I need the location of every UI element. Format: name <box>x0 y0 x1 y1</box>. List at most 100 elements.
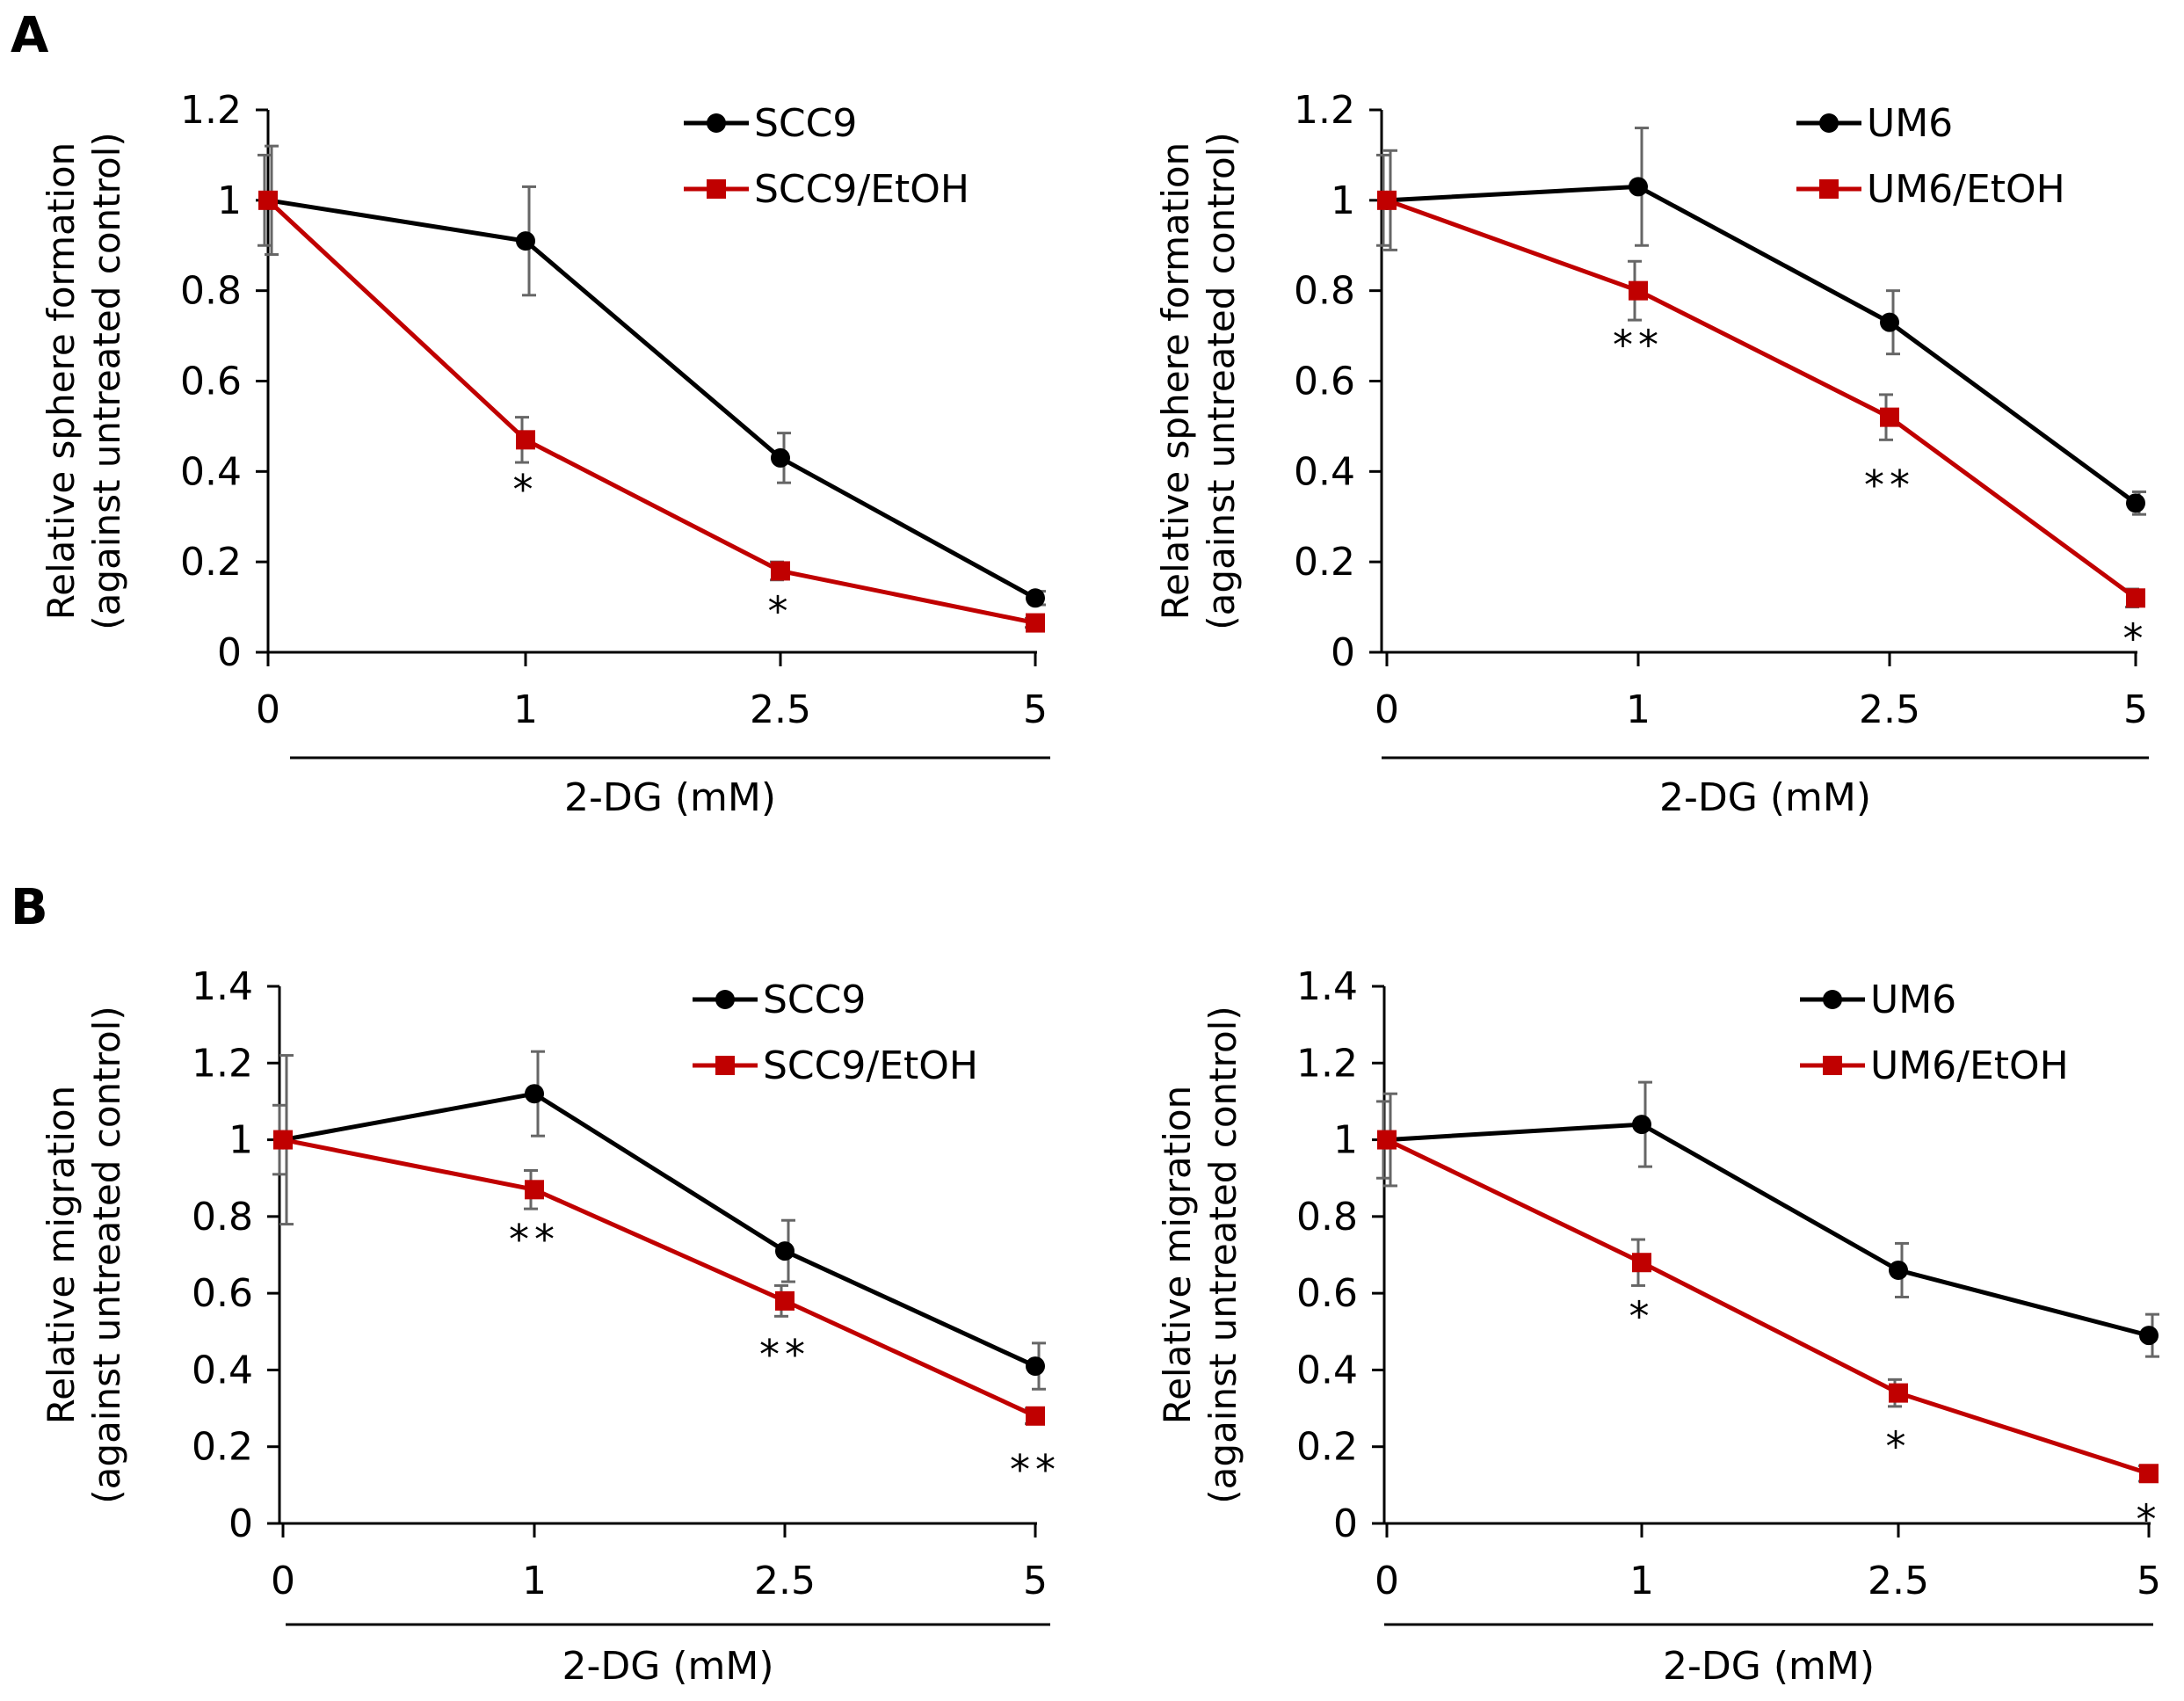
data-point <box>2139 1464 2159 1484</box>
y-axis-label-line2: (against untreated control) <box>85 1006 128 1503</box>
data-point <box>775 1241 795 1261</box>
legend-entry: UM6 <box>1800 978 1956 1022</box>
legend-label: UM6/EtOH <box>1870 1043 2069 1088</box>
y-axis-label-line1: Relative sphere formation <box>40 142 83 620</box>
significance-marker: * <box>1886 1423 1912 1471</box>
y-axis-label-line1: Relative sphere formation <box>1154 142 1197 620</box>
significance-marker: ** <box>759 1331 810 1378</box>
data-point <box>1629 280 1648 301</box>
x-tick-label: 0 <box>1375 1559 1399 1603</box>
y-tick-label: 0.4 <box>192 1348 253 1392</box>
x-axis-label: 2-DG (mM) <box>1659 775 1871 820</box>
x-tick-label: 2.5 <box>750 687 811 732</box>
y-axis-label-line2: (against untreated control) <box>85 132 128 629</box>
data-point <box>273 1130 293 1150</box>
data-point <box>1026 1356 1045 1377</box>
legend-marker <box>1819 113 1839 133</box>
y-tick-label: 0.8 <box>180 269 242 314</box>
significance-marker: * <box>768 588 794 636</box>
y-axis-label-line1: Relative migration <box>1156 1086 1199 1424</box>
y-tick-label: 0.6 <box>180 360 242 404</box>
data-point <box>2139 1326 2159 1346</box>
x-tick-label: 0 <box>1375 687 1399 732</box>
data-point <box>1026 1406 1045 1426</box>
y-tick-label: 0.8 <box>1294 269 1355 314</box>
data-point <box>1880 407 1899 427</box>
series-scc9-etoh <box>272 1103 1045 1426</box>
x-tick-label: 0 <box>256 687 280 732</box>
series-scc9-etoh <box>258 153 1045 633</box>
x-tick-label: 5 <box>1023 1559 1048 1603</box>
legend-entry: UM6 <box>1796 101 1953 146</box>
series-um6-etoh <box>1376 1100 2159 1484</box>
data-point <box>2126 493 2145 513</box>
x-axis-label: 2-DG (mM) <box>1663 1644 1875 1689</box>
x-tick-label: 1 <box>513 687 538 732</box>
data-point <box>258 190 278 210</box>
significance-marker: ** <box>1864 462 1915 509</box>
data-point <box>771 561 790 581</box>
data-point <box>1377 1130 1397 1150</box>
series-line <box>282 1138 1037 1419</box>
legend-marker <box>715 1056 735 1075</box>
data-point <box>1889 1260 1908 1280</box>
series-line <box>267 198 1037 600</box>
data-point <box>516 231 535 251</box>
data-point <box>525 1084 544 1104</box>
x-tick-label: 1 <box>1626 687 1651 732</box>
series-um6 <box>1377 1080 2159 1358</box>
legend-entry: UM6/EtOH <box>1796 167 2065 212</box>
series-um6 <box>1377 127 2146 516</box>
legend-marker <box>1819 179 1839 199</box>
legend-marker <box>707 179 726 199</box>
significance-marker: ** <box>509 1216 560 1263</box>
legend-label: SCC9 <box>754 101 857 146</box>
panel-label-b: B <box>11 879 48 936</box>
legend-entry: SCC9 <box>693 978 866 1022</box>
y-tick-label: 1 <box>229 1118 253 1163</box>
legend-entry: SCC9 <box>684 101 857 146</box>
y-tick-label: 1 <box>217 178 242 223</box>
legend-label: SCC9 <box>763 978 866 1022</box>
chart-4: 0 0.2 0.4 0.6 0.8 1 1.2 1.4 0 1 2.5 5 2-DG (mM) Relat… <box>1156 964 2161 1689</box>
chart-2: 0 0.2 0.4 0.6 0.8 1 1.2 0 1 2.5 5 2-DG (mM) Relative… <box>1154 88 2149 820</box>
legend-entry: UM6/EtOH <box>1800 1043 2069 1088</box>
series-line <box>282 1091 1037 1369</box>
x-tick-label: 2.5 <box>1859 687 1920 732</box>
series-um6-etoh <box>1376 153 2145 609</box>
x-axis-label: 2-DG (mM) <box>562 1644 774 1689</box>
y-tick-label: 1 <box>1333 1118 1358 1163</box>
y-tick-label: 0.2 <box>180 540 242 585</box>
y-tick-label: 0.4 <box>1294 449 1355 494</box>
legend-label: SCC9/EtOH <box>754 167 969 212</box>
y-tick-label: 0 <box>1333 1501 1358 1546</box>
y-axis-label-line2: (against untreated control) <box>1201 1006 1244 1503</box>
chart-1: 0 0.2 0.4 0.6 0.8 1 1.2 0 1 2.5 5 2-DG (mM) Relative… <box>40 88 1050 820</box>
x-axis-label: 2-DG (mM) <box>564 775 776 820</box>
y-tick-label: 0.2 <box>192 1425 253 1470</box>
y-tick-label: 1.2 <box>192 1041 253 1086</box>
data-point <box>1026 613 1045 633</box>
data-point <box>516 430 535 450</box>
y-tick-label: 0.8 <box>192 1195 253 1239</box>
data-point <box>1026 588 1045 608</box>
legend-marker <box>1823 1056 1842 1075</box>
y-tick-label: 0 <box>217 630 242 675</box>
x-tick-label: 5 <box>2137 1559 2161 1603</box>
y-tick-label: 1.2 <box>1294 88 1355 133</box>
y-tick-label: 0.8 <box>1296 1195 1358 1239</box>
y-tick-label: 1 <box>1331 178 1355 223</box>
legend-label: UM6 <box>1867 101 1953 146</box>
x-tick-label: 5 <box>1023 687 1048 732</box>
y-tick-label: 1.4 <box>1296 964 1358 1009</box>
data-point <box>771 447 790 468</box>
legend-marker <box>1823 990 1842 1009</box>
y-axis-label-line1: Relative migration <box>40 1086 83 1424</box>
y-tick-label: 0 <box>229 1501 253 1546</box>
y-tick-label: 0.6 <box>1296 1271 1358 1316</box>
significance-marker: * <box>2123 615 2149 663</box>
y-tick-label: 0 <box>1331 630 1355 675</box>
x-tick-label: 2.5 <box>754 1559 816 1603</box>
data-point <box>525 1180 544 1200</box>
series-line <box>266 199 1036 626</box>
